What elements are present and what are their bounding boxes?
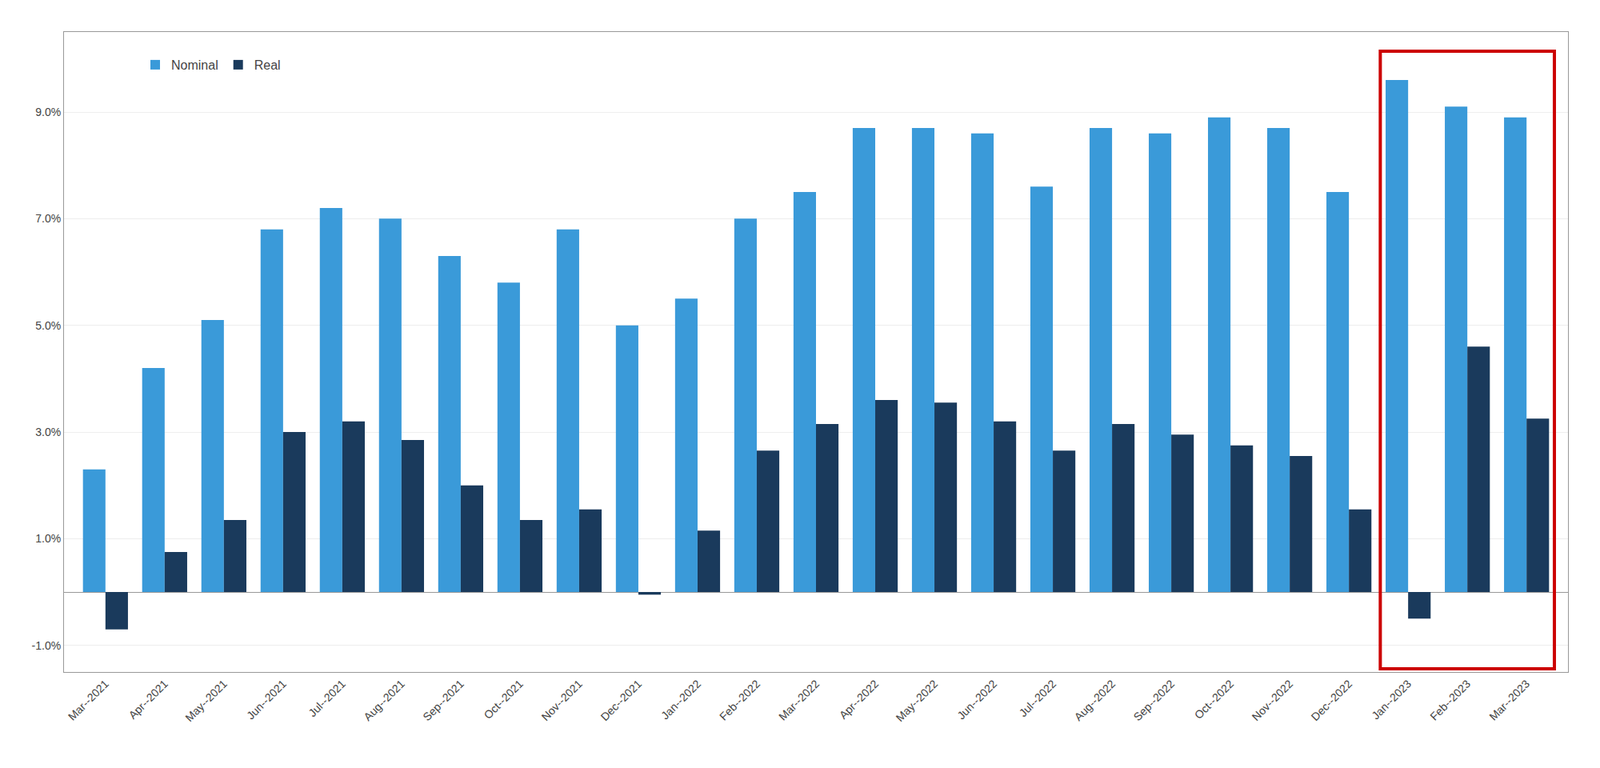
svg-text:Jul--2022: Jul--2022 [1016,676,1060,720]
svg-text:Jun--2021: Jun--2021 [244,676,289,722]
svg-text:Feb--2022: Feb--2022 [716,676,763,723]
svg-text:-1.0%: -1.0% [32,639,62,652]
svg-text:May--2021: May--2021 [182,676,230,724]
svg-text:Jan--2023: Jan--2023 [1368,676,1414,722]
svg-text:Feb--2023: Feb--2023 [1427,676,1473,723]
svg-text:Nov--2021: Nov--2021 [538,676,585,724]
svg-text:Mar--2023: Mar--2023 [1486,676,1532,723]
svg-text:Apr--2021: Apr--2021 [126,676,171,721]
svg-text:Aug--2022: Aug--2022 [1072,676,1119,724]
svg-text:May--2022: May--2022 [892,676,940,724]
svg-text:Nov--2022: Nov--2022 [1249,676,1296,724]
svg-text:1.0%: 1.0% [35,532,61,545]
svg-text:Jan--2022: Jan--2022 [658,676,704,722]
svg-text:Mar--2022: Mar--2022 [776,676,822,723]
svg-text:Mar--2021: Mar--2021 [65,676,112,723]
svg-text:Dec--2021: Dec--2021 [597,676,644,724]
svg-text:7.0%: 7.0% [35,212,61,225]
svg-text:Aug--2021: Aug--2021 [360,676,408,724]
svg-text:Apr--2022: Apr--2022 [836,676,881,721]
svg-text:Jun--2022: Jun--2022 [954,676,1000,722]
svg-text:Jul--2021: Jul--2021 [305,676,348,720]
svg-text:5.0%: 5.0% [35,319,61,332]
svg-text:Dec--2022: Dec--2022 [1308,676,1356,724]
svg-text:Oct--2022: Oct--2022 [1192,676,1236,721]
svg-text:Sep--2022: Sep--2022 [1131,676,1178,724]
svg-text:3.0%: 3.0% [35,425,61,439]
svg-text:Nominal: Nominal [171,58,219,72]
svg-text:Oct--2021: Oct--2021 [481,676,526,721]
svg-text:Real: Real [254,58,281,72]
svg-text:Sep--2021: Sep--2021 [420,676,467,724]
svg-text:9.0%: 9.0% [35,105,61,119]
